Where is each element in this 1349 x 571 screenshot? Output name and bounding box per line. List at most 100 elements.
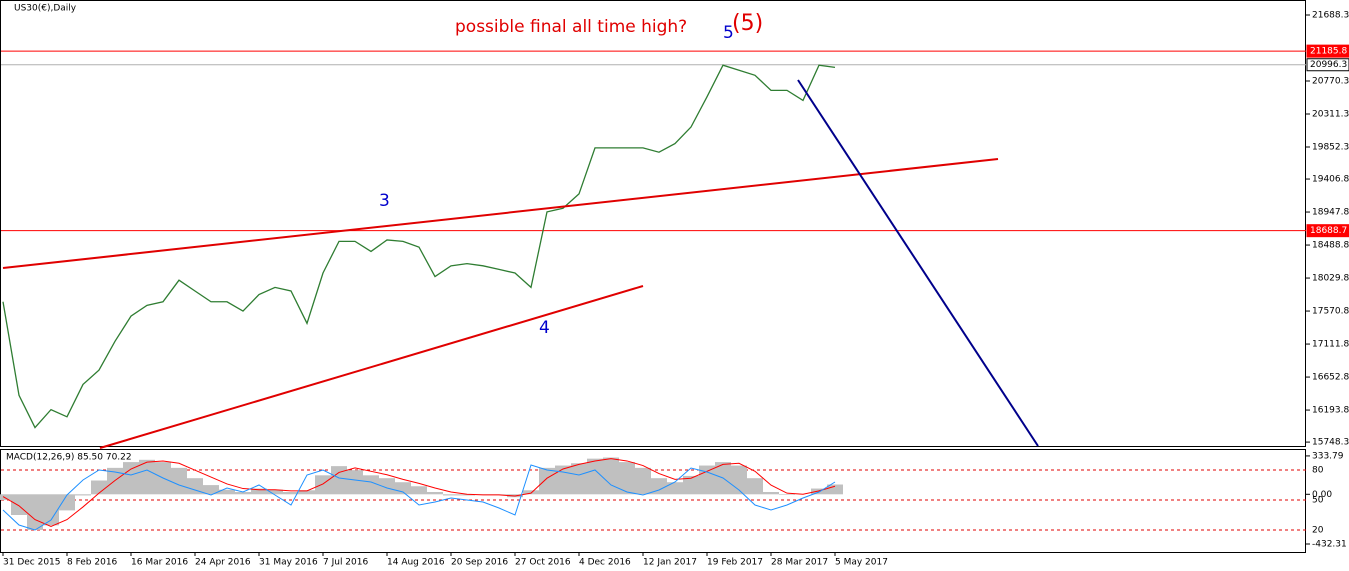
histogram-bar <box>123 462 139 495</box>
price-line <box>2 64 836 429</box>
histogram-bar <box>139 459 155 495</box>
annotation: (5) <box>732 11 763 36</box>
histogram-bar <box>747 478 763 495</box>
histogram-bar <box>315 475 331 495</box>
histogram-bar <box>459 494 475 496</box>
y-tick-label: 21688.3 <box>1312 10 1349 20</box>
macd-title: MACD(12,26,9) 85.50 70.22 <box>6 453 132 463</box>
trendline <box>797 79 1039 447</box>
histogram-bar <box>363 475 379 495</box>
histogram-bar <box>603 457 619 495</box>
indicator-line <box>2 464 836 531</box>
histogram-bar <box>91 480 107 495</box>
histogram-bar <box>571 463 587 495</box>
histogram-bar <box>651 478 667 495</box>
annotation: 5 <box>723 23 734 43</box>
histogram-bar <box>171 467 187 495</box>
annotation: 4 <box>539 318 550 338</box>
x-tick-label: 28 Mar 2017 <box>771 558 828 568</box>
y-tick-label: -432.31 <box>1312 539 1347 549</box>
y-tick-label: 16652.8 <box>1312 373 1349 383</box>
histogram-bar <box>27 494 43 530</box>
level-label-box <box>1306 224 1349 238</box>
x-tick-label: 7 Jul 2016 <box>323 558 368 568</box>
y-tick-label: 15748.3 <box>1312 438 1349 448</box>
histogram-bar <box>763 491 779 495</box>
price-panel <box>0 0 1306 447</box>
histogram-bar <box>683 475 699 495</box>
annotation: 3 <box>379 191 390 211</box>
x-tick-label: 5 May 2017 <box>835 558 888 568</box>
level-label: 18688.7 <box>1310 226 1347 236</box>
x-tick-label: 20 Sep 2016 <box>451 558 508 568</box>
y-tick-label: 17570.8 <box>1312 307 1349 317</box>
histogram-bar <box>347 470 363 495</box>
histogram-bar <box>235 491 251 495</box>
x-tick-label: 14 Aug 2016 <box>387 558 445 568</box>
histogram-bar <box>283 491 299 495</box>
x-tick-label: 27 Oct 2016 <box>515 558 571 568</box>
histogram-bar <box>187 478 203 495</box>
histogram-bar <box>0 494 11 501</box>
level-label: 20996.3 <box>1310 60 1347 70</box>
chart-title: US30(€),Daily <box>14 4 77 14</box>
x-tick-label: 4 Dec 2016 <box>579 558 631 568</box>
histogram-bar <box>59 494 75 511</box>
histogram-bar <box>587 458 603 495</box>
x-tick-label: 12 Jan 2017 <box>643 558 697 568</box>
y-tick-label: 17111.8 <box>1312 340 1349 350</box>
histogram-bar <box>267 489 283 495</box>
y-tick-label: 18029.8 <box>1312 274 1349 284</box>
indicator-line <box>2 458 836 528</box>
histogram-bar <box>555 465 571 495</box>
y2-tick-label: 20 <box>1312 526 1324 536</box>
y-tick-label: 18947.8 <box>1312 208 1349 218</box>
histogram-bar <box>11 494 27 515</box>
trendline <box>2 158 999 269</box>
x-tick-label: 19 Feb 2017 <box>707 558 763 568</box>
x-tick-label: 8 Feb 2016 <box>67 558 118 568</box>
histogram-bar <box>411 486 427 495</box>
y-tick-label: 19852.3 <box>1312 143 1349 153</box>
annotation: possible final all time high? <box>455 17 687 37</box>
histogram-bar <box>331 466 347 495</box>
level-label: 21185.8 <box>1310 47 1347 57</box>
macd-panel <box>0 449 1306 553</box>
histogram-bar <box>443 494 459 496</box>
histogram-bar <box>379 478 395 495</box>
histogram-bar <box>203 485 219 495</box>
y-tick-label: 20770.3 <box>1312 76 1349 86</box>
y2-tick-label: 50 <box>1312 496 1324 506</box>
x-tick-label: 31 May 2016 <box>259 558 318 568</box>
histogram-bar <box>219 489 235 495</box>
histogram-bar <box>251 488 267 495</box>
histogram-bar <box>75 494 91 496</box>
histogram-bar <box>619 462 635 495</box>
histogram-bar <box>299 490 315 495</box>
y-tick-label: 20311.3 <box>1312 110 1349 120</box>
histogram-bar <box>827 484 843 495</box>
y2-tick-label: 80 <box>1312 466 1324 476</box>
histogram-bar <box>523 490 539 495</box>
x-tick-label: 24 Apr 2016 <box>195 558 251 568</box>
y-tick-label: 0.00 <box>1312 490 1332 500</box>
level-label-box <box>1306 58 1349 72</box>
y-tick-label: 18488.8 <box>1312 241 1349 251</box>
histogram-bar <box>539 467 555 495</box>
y-tick-label: 333.79 <box>1312 451 1344 461</box>
y-tick-label: 16193.8 <box>1312 406 1349 416</box>
histogram-bar <box>43 494 59 526</box>
histogram-bar <box>699 465 715 495</box>
histogram-bar <box>779 494 795 495</box>
x-tick-label: 31 Dec 2015 <box>3 558 61 568</box>
histogram-bar <box>427 491 443 495</box>
level-label-box <box>1306 44 1349 58</box>
histogram-bar <box>635 467 651 495</box>
histogram-bar <box>667 482 683 495</box>
x-tick-label: 16 Mar 2016 <box>131 558 188 568</box>
trendline <box>99 285 644 449</box>
y-tick-label: 19406.8 <box>1312 175 1349 185</box>
plot <box>0 50 1306 531</box>
